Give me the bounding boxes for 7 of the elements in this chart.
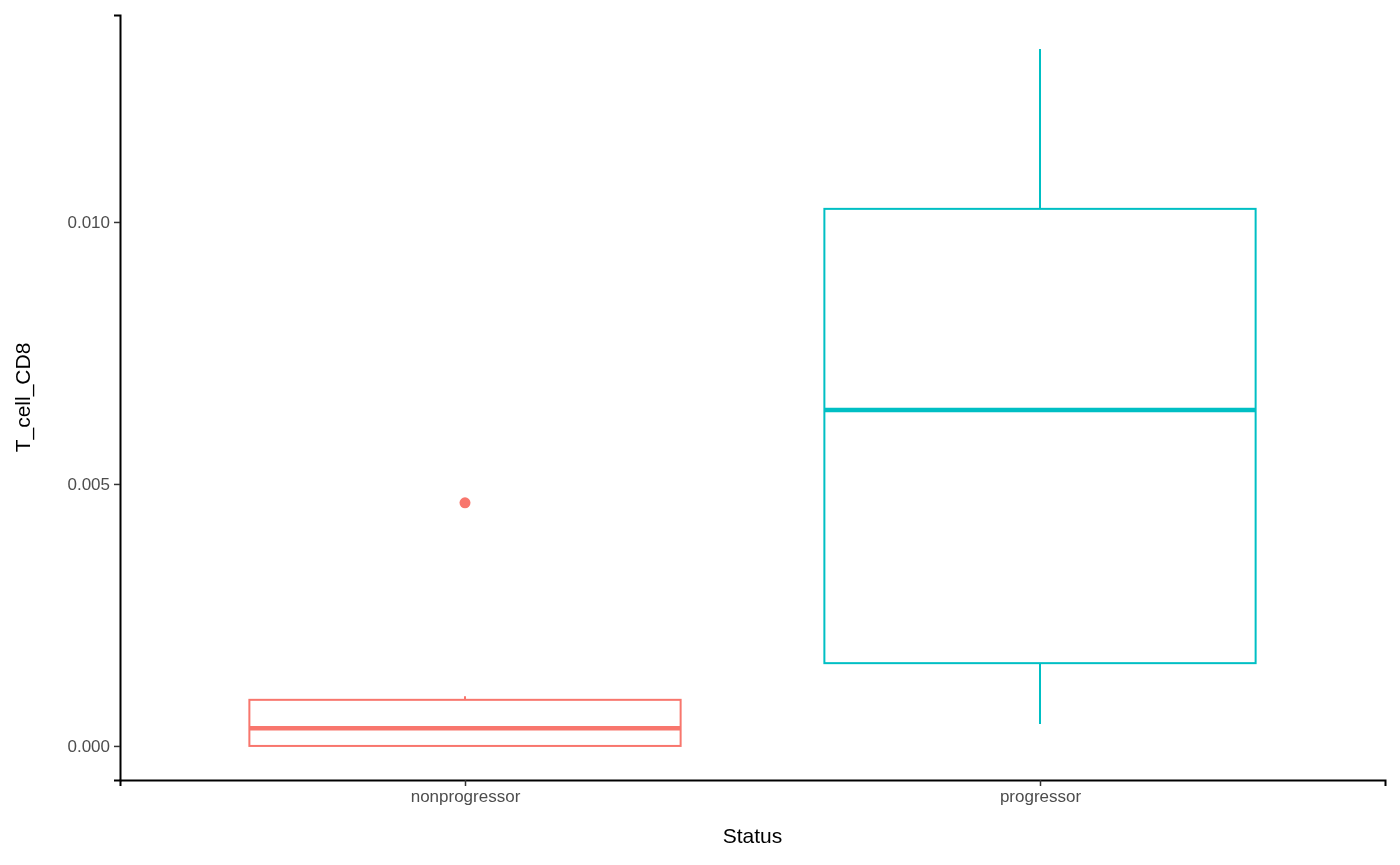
y-tick-label: 0.000 [67, 736, 110, 756]
x-axis-title: Status [722, 824, 783, 847]
x-tick-label: progressor [999, 787, 1082, 807]
y-tick-label: 0.005 [67, 474, 110, 494]
y-axis-title: T_cell_CD8 [11, 342, 35, 453]
x-tick-label: nonprogressor [410, 787, 521, 807]
y-tick-label: 0.010 [67, 212, 110, 232]
